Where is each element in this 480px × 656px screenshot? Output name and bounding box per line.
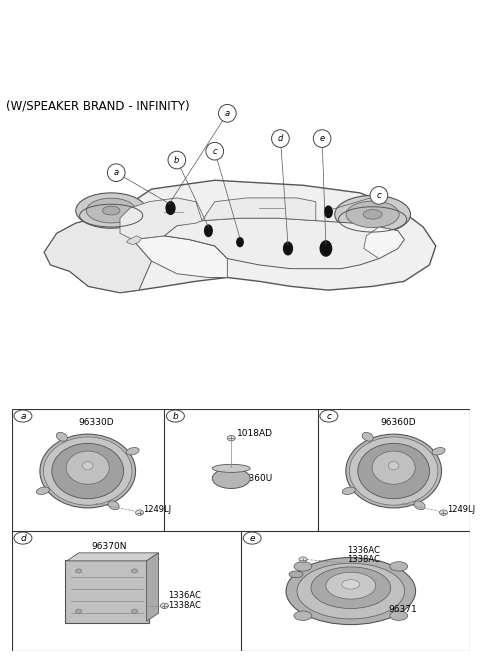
- Text: 96330D: 96330D: [78, 419, 114, 428]
- Text: d: d: [20, 533, 26, 543]
- Text: c: c: [213, 147, 217, 155]
- Circle shape: [243, 532, 261, 544]
- Ellipse shape: [212, 464, 250, 472]
- Ellipse shape: [286, 558, 416, 625]
- Polygon shape: [146, 553, 158, 621]
- Ellipse shape: [320, 241, 332, 256]
- Ellipse shape: [342, 487, 355, 495]
- Polygon shape: [44, 180, 436, 293]
- Ellipse shape: [76, 193, 146, 228]
- Ellipse shape: [372, 451, 415, 484]
- Circle shape: [440, 510, 447, 516]
- Text: 1338AC: 1338AC: [168, 601, 201, 610]
- Ellipse shape: [388, 462, 399, 470]
- Ellipse shape: [363, 210, 382, 219]
- Ellipse shape: [237, 237, 243, 247]
- FancyBboxPatch shape: [65, 560, 148, 623]
- Ellipse shape: [83, 462, 93, 470]
- Text: 1336AC: 1336AC: [347, 546, 380, 555]
- Ellipse shape: [432, 447, 445, 455]
- Ellipse shape: [342, 580, 360, 589]
- Polygon shape: [126, 236, 142, 245]
- Ellipse shape: [324, 206, 332, 218]
- Circle shape: [160, 603, 168, 609]
- Ellipse shape: [66, 451, 109, 484]
- Text: 1336AC: 1336AC: [168, 592, 201, 600]
- Polygon shape: [132, 236, 228, 277]
- Ellipse shape: [86, 198, 136, 223]
- Ellipse shape: [311, 567, 391, 609]
- Circle shape: [14, 410, 32, 422]
- Text: 96371: 96371: [389, 605, 418, 615]
- Ellipse shape: [126, 447, 139, 455]
- Circle shape: [135, 510, 144, 516]
- Text: 1018AD: 1018AD: [237, 429, 273, 438]
- Circle shape: [167, 410, 184, 422]
- Polygon shape: [44, 215, 152, 293]
- Ellipse shape: [52, 443, 124, 499]
- Ellipse shape: [349, 437, 438, 505]
- Circle shape: [218, 104, 236, 122]
- Text: e: e: [320, 134, 324, 143]
- Text: d: d: [278, 134, 283, 143]
- Ellipse shape: [294, 611, 312, 621]
- Text: b: b: [172, 411, 178, 420]
- Circle shape: [168, 151, 186, 169]
- Circle shape: [320, 410, 338, 422]
- Ellipse shape: [40, 434, 135, 508]
- Text: 96360U: 96360U: [237, 474, 273, 483]
- Text: a: a: [114, 168, 119, 177]
- Circle shape: [313, 130, 331, 148]
- Ellipse shape: [289, 571, 303, 578]
- Circle shape: [206, 142, 224, 160]
- Text: c: c: [326, 411, 331, 420]
- Ellipse shape: [56, 432, 67, 441]
- Polygon shape: [120, 198, 202, 239]
- Polygon shape: [164, 218, 404, 269]
- Circle shape: [14, 532, 32, 544]
- Ellipse shape: [108, 501, 119, 510]
- Ellipse shape: [346, 201, 399, 228]
- Text: 1249LJ: 1249LJ: [447, 504, 476, 514]
- Circle shape: [132, 569, 138, 573]
- Circle shape: [76, 609, 82, 613]
- Text: 1338AC: 1338AC: [347, 555, 380, 564]
- Circle shape: [272, 130, 289, 148]
- Circle shape: [227, 436, 235, 441]
- Text: a: a: [225, 109, 230, 118]
- Text: 96360D: 96360D: [381, 419, 417, 428]
- Ellipse shape: [335, 195, 410, 234]
- Ellipse shape: [36, 487, 49, 495]
- Text: (W/SPEAKER BRAND - INFINITY): (W/SPEAKER BRAND - INFINITY): [6, 100, 190, 112]
- Ellipse shape: [44, 437, 132, 505]
- Ellipse shape: [362, 432, 373, 441]
- Ellipse shape: [102, 206, 120, 215]
- Ellipse shape: [297, 564, 405, 619]
- Circle shape: [132, 609, 138, 613]
- Circle shape: [108, 164, 125, 182]
- Circle shape: [370, 186, 388, 204]
- Circle shape: [76, 569, 82, 573]
- Polygon shape: [202, 198, 316, 220]
- Circle shape: [299, 557, 307, 562]
- Ellipse shape: [390, 611, 408, 621]
- Text: c: c: [377, 191, 381, 200]
- Ellipse shape: [204, 225, 212, 236]
- Ellipse shape: [390, 562, 408, 571]
- Text: b: b: [174, 155, 180, 165]
- Ellipse shape: [346, 434, 442, 508]
- Ellipse shape: [326, 572, 376, 599]
- Ellipse shape: [284, 242, 292, 255]
- Text: 96370N: 96370N: [92, 542, 127, 551]
- Ellipse shape: [414, 501, 425, 510]
- Polygon shape: [67, 553, 158, 561]
- Text: a: a: [20, 411, 26, 420]
- Ellipse shape: [166, 202, 175, 215]
- Ellipse shape: [212, 468, 250, 489]
- Ellipse shape: [294, 562, 312, 571]
- Text: e: e: [250, 533, 255, 543]
- Ellipse shape: [358, 443, 430, 499]
- Polygon shape: [364, 227, 404, 258]
- Text: 1249LJ: 1249LJ: [144, 504, 172, 514]
